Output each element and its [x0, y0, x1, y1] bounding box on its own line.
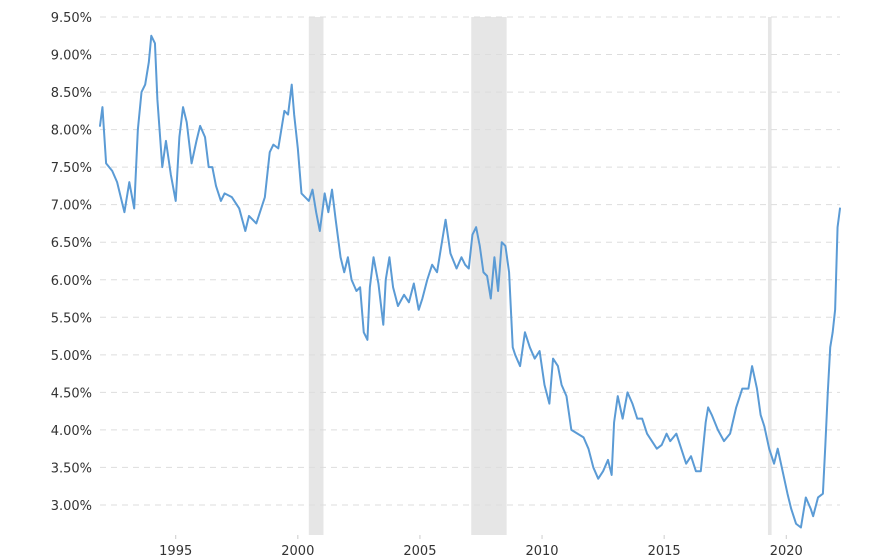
recession-shading-group: [308, 17, 772, 535]
x-axis-ticks: 1995 2000 2005 2010 2015 2020: [159, 535, 803, 559]
y-tick-label: 9.00%: [51, 49, 92, 64]
x-tick-label: 2015: [648, 544, 681, 559]
y-tick-label: 9.50%: [51, 11, 92, 26]
x-tick-label: 2010: [525, 544, 558, 559]
recession-band-0: [308, 17, 324, 535]
x-tick-label: 1995: [159, 544, 192, 559]
y-tick-label: 7.00%: [51, 199, 92, 214]
grid-lines: [100, 16, 840, 506]
recession-band-1: [471, 17, 507, 535]
y-tick-label: 4.50%: [51, 386, 92, 401]
y-tick-label: 8.50%: [51, 86, 92, 101]
x-tick-label: 2005: [403, 544, 436, 559]
y-tick-label: 8.00%: [51, 124, 92, 139]
y-tick-label: 3.50%: [51, 461, 92, 476]
recession-band-2: [767, 17, 772, 535]
y-tick-label: 5.00%: [51, 349, 92, 364]
y-tick-label: 4.00%: [51, 424, 92, 439]
series-line: [99, 34, 841, 529]
x-tick-label: 2020: [770, 544, 803, 559]
y-tick-label: 3.00%: [51, 499, 92, 514]
x-tick-label: 2000: [281, 544, 314, 559]
y-tick-label: 7.50%: [51, 161, 92, 176]
y-tick-label: 5.50%: [51, 311, 92, 326]
y-tick-label: 6.50%: [51, 236, 92, 251]
y-tick-label: 6.00%: [51, 274, 92, 289]
y-axis-ticks: 3.00% 3.50% 4.00% 4.50% 5.00% 5.50% 6.00% 6.50%…: [51, 11, 92, 514]
